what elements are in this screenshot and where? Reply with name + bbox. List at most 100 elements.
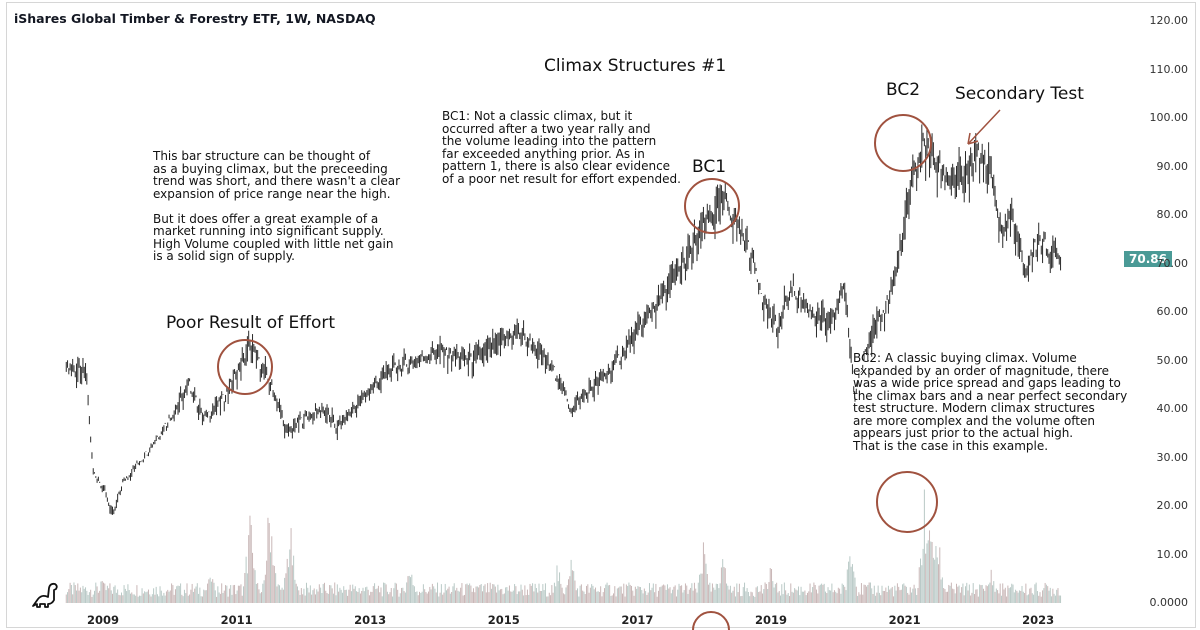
volume-bar <box>246 573 248 603</box>
volume-bar <box>343 586 345 603</box>
volume-bar <box>561 587 563 603</box>
volume-bar <box>704 554 706 603</box>
volume-bar <box>344 589 346 603</box>
volume-bar <box>1052 588 1054 603</box>
volume-bar <box>1013 592 1015 603</box>
volume-bar <box>686 585 688 603</box>
volume-bar <box>291 565 293 603</box>
volume-bar <box>506 587 508 603</box>
volume-bar <box>948 584 950 603</box>
volume-bar <box>384 582 386 603</box>
note-bc2: BC2: A classic buying climax. Volume exp… <box>853 351 1128 453</box>
volume-bar <box>222 593 224 603</box>
volume-bar <box>985 585 987 603</box>
volume-bar <box>115 592 117 603</box>
volume-bar <box>253 568 255 603</box>
volume-bar <box>858 592 860 603</box>
volume-bar <box>553 582 555 603</box>
volume-bar <box>172 585 174 603</box>
volume-bar <box>772 581 774 603</box>
volume-bar <box>701 573 703 603</box>
volume-bar <box>898 586 900 603</box>
volume-bar <box>968 584 970 603</box>
volume-bar <box>914 588 916 603</box>
volume-bar <box>437 582 439 603</box>
volume-bar <box>833 590 835 603</box>
volume-bar <box>420 592 422 603</box>
volume-bar <box>908 594 910 603</box>
volume-bar <box>285 573 287 603</box>
volume-bar <box>385 584 387 603</box>
volume-bar <box>821 583 823 603</box>
volume-bar <box>791 591 793 603</box>
volume-bar <box>947 591 949 603</box>
volume-bar <box>505 587 507 603</box>
volume-bar <box>402 587 404 603</box>
volume-bar <box>257 583 259 603</box>
volume-bar <box>808 591 810 603</box>
volume-bar <box>187 595 189 603</box>
volume-bar <box>797 586 799 603</box>
volume-bar <box>395 583 397 603</box>
volume-bar <box>921 565 923 603</box>
volume-bar <box>966 582 968 603</box>
volume-bar <box>352 584 354 603</box>
volume-bar <box>408 575 410 603</box>
volume-bar <box>263 580 265 603</box>
volume-bar <box>416 591 418 603</box>
volume-bar <box>262 583 264 603</box>
volume-bar <box>454 590 456 603</box>
volume-bar <box>155 586 157 603</box>
volume-bar <box>490 588 492 603</box>
volume-bar <box>160 590 162 603</box>
volume-bar <box>332 593 334 603</box>
volume-bar <box>164 595 166 603</box>
volume-bar <box>104 583 106 603</box>
volume-bar <box>133 594 135 603</box>
volume-bar <box>359 593 361 603</box>
volume-bar <box>1056 589 1058 603</box>
volume-bar <box>718 588 720 603</box>
volume-bar <box>497 584 499 603</box>
volume-bar <box>762 593 764 603</box>
volume-bar <box>424 589 426 603</box>
tradingview-dino-icon[interactable] <box>28 580 62 610</box>
volume-bar <box>887 585 889 603</box>
volume-bar <box>307 587 309 603</box>
volume-bar <box>661 585 663 603</box>
volume-bar <box>866 586 868 603</box>
volume-bar <box>123 585 125 603</box>
volume-bar <box>758 592 760 603</box>
volume-bar <box>1051 596 1053 603</box>
volume-bar <box>702 542 704 603</box>
volume-bar <box>902 584 904 603</box>
volume-bar <box>592 585 594 603</box>
volume-bar <box>949 585 951 603</box>
volume-bar <box>923 489 925 603</box>
volume-bar <box>1009 587 1011 603</box>
volume-bar <box>1054 595 1056 603</box>
volume-bar <box>600 586 602 603</box>
y-tick-label: 70.00 <box>1156 256 1189 270</box>
volume-bar <box>745 591 747 603</box>
volume-bar <box>958 585 960 603</box>
volume-bar <box>657 590 659 603</box>
volume-bar <box>628 582 630 603</box>
volume-bar <box>140 595 142 603</box>
volume-bar <box>788 596 790 603</box>
volume-bar <box>588 592 590 603</box>
volume-bar <box>514 584 516 603</box>
volume-bar <box>341 592 343 603</box>
volume-bar <box>857 595 859 603</box>
volume-bar <box>787 593 789 603</box>
volume-bar <box>429 586 431 603</box>
volume-bar <box>259 593 261 603</box>
volume-bar <box>899 590 901 603</box>
volume-bar <box>1039 592 1041 603</box>
volume-bar <box>403 591 405 603</box>
volume-bar <box>896 583 898 603</box>
volume-bar <box>763 589 765 603</box>
volume-bar <box>463 594 465 603</box>
volume-bar <box>210 581 212 603</box>
